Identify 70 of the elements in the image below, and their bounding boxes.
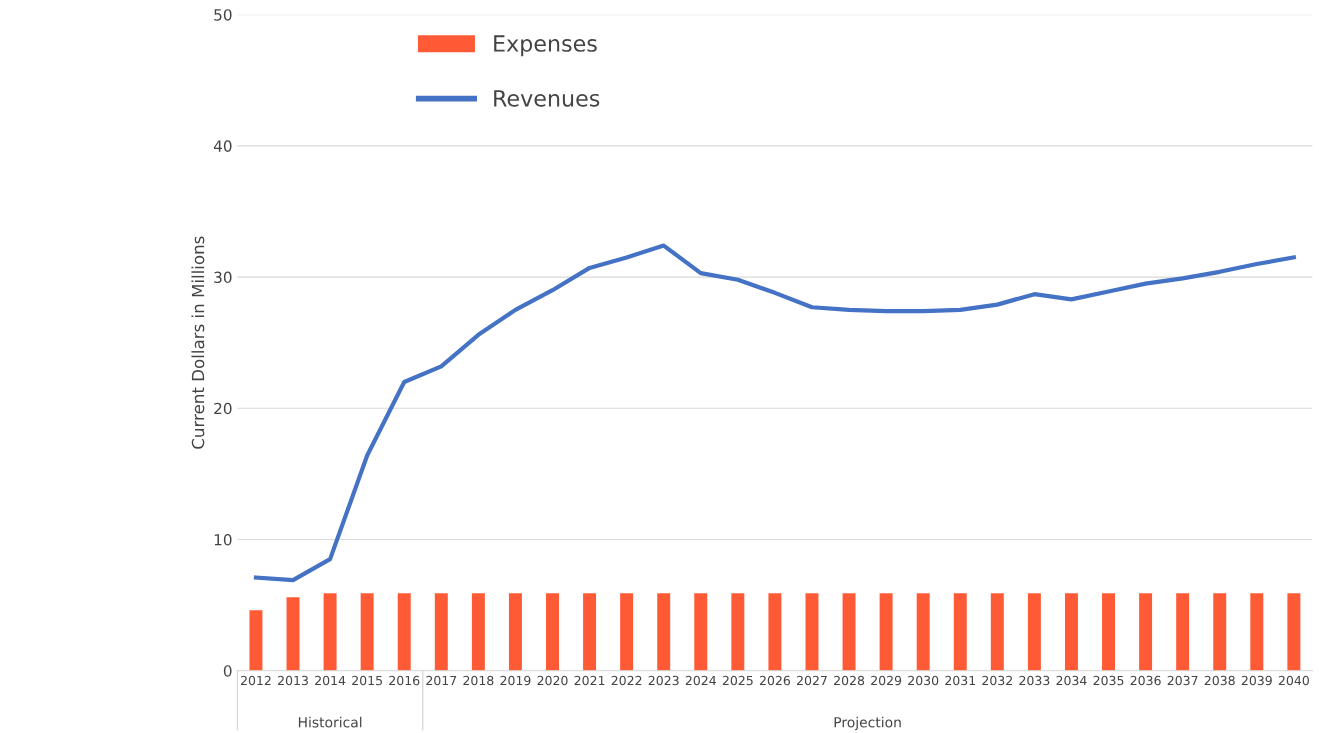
y-tick-label: 10 [214,533,232,546]
x-tick-label: 2026 [759,675,791,686]
x-tick-label: 2016 [389,675,420,686]
bar [323,593,337,671]
x-tick-label: 2021 [574,675,605,686]
bar [471,593,485,671]
bar [1250,593,1264,671]
bar [397,593,411,671]
y-tick-label: 20 [214,402,232,415]
y-tick-label: 50 [214,9,232,21]
x-tick-label: 2030 [908,675,939,686]
x-tick-label: 2022 [611,675,642,686]
bar [842,593,856,671]
bar [694,593,708,671]
x-tick-label: 2037 [1167,675,1198,686]
legend-label: Revenues [494,90,600,107]
bar [1064,593,1078,671]
bar [1176,593,1190,671]
x-tick-label: 2039 [1241,675,1272,686]
bar [286,597,300,671]
text: Historical [298,716,362,728]
x-tick-label: 2019 [500,675,531,686]
bar [583,593,597,671]
bar [1213,593,1227,671]
x-tick-label: 2023 [648,675,679,686]
line-series [253,243,1296,583]
x-tick-label: 2029 [871,675,902,686]
x-tick-label: 2012 [240,675,271,686]
bar [249,610,263,671]
bar [879,593,893,671]
text: Projection [834,716,901,731]
x-tick-label: 2020 [537,675,568,686]
y-tick-label: 30 [214,271,232,284]
bar [768,593,782,671]
x-tick-label: 2038 [1204,675,1235,686]
x-tick-label: 2031 [945,675,976,686]
bar [916,593,930,671]
x-tick-label: 2014 [315,675,346,686]
x-tick-label: 2015 [352,675,382,686]
x-tick-label: 2035 [1093,675,1124,686]
bar [953,593,967,671]
x-tick-label: 2013 [278,675,308,686]
bar [657,593,671,671]
x-tick-label: 2018 [463,675,494,686]
x-tick-label: 2040 [1278,675,1309,686]
bar [805,593,819,671]
y-axis-title: Current Dollars in Millions [191,236,205,449]
bar [508,593,522,671]
legend-label: Expenses [494,35,597,57]
x-tick-label: 2028 [834,675,865,686]
bar [1102,593,1116,671]
x-tick-label: 2032 [982,675,1012,686]
bar [360,593,374,671]
bar [546,593,559,671]
x-tick-label: 2033 [1019,675,1050,686]
bar [620,593,634,671]
bar [1027,593,1041,671]
x-tick-label: 2017 [426,675,457,686]
x-tick-label: 2036 [1130,675,1161,686]
bar [731,593,745,671]
x-tick-label: 2027 [796,675,827,686]
y-tick-label: 40 [213,140,232,152]
x-tick-label: 2025 [722,675,753,686]
bar [434,593,448,671]
bar [1287,593,1301,671]
bar [1139,593,1153,671]
x-tick-label: 2024 [685,675,716,686]
y-tick-label: 0 [223,665,232,677]
x-tick-label: 2034 [1056,675,1087,686]
bar [990,593,1004,671]
